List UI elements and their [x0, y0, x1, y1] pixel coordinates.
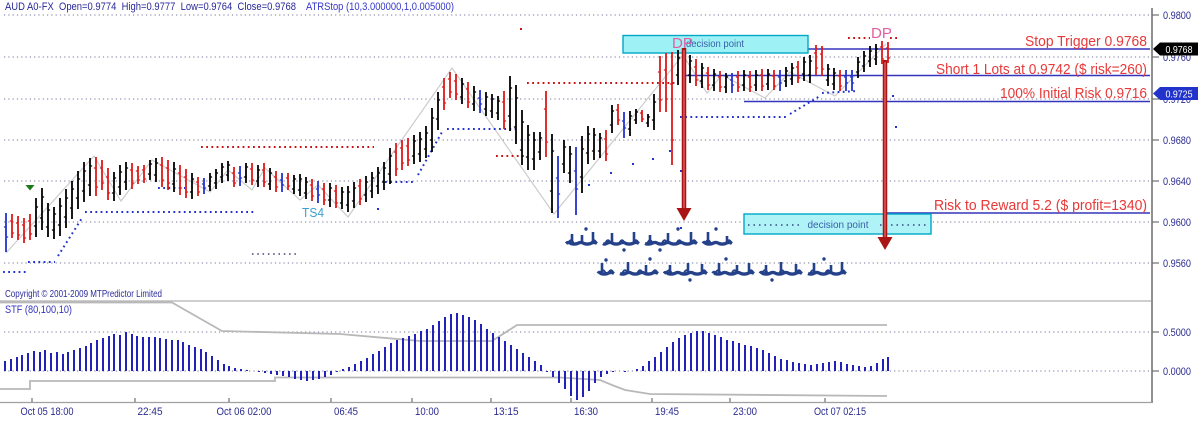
svg-text:STF (80,100,10): STF (80,100,10) [5, 304, 72, 316]
svg-text:22:45: 22:45 [138, 406, 163, 418]
svg-text:ATRStop (10,3.000000,1,0.00500: ATRStop (10,3.000000,1,0.005000) [306, 1, 454, 13]
svg-text:Oct 07 02:15: Oct 07 02:15 [814, 406, 866, 418]
svg-text:0.9768: 0.9768 [1166, 44, 1193, 56]
svg-text:19:45: 19:45 [655, 406, 679, 418]
svg-text:0.9800: 0.9800 [1163, 10, 1191, 22]
svg-text:16:30: 16:30 [574, 406, 598, 418]
svg-text:Copyright © 2001-2009 MTPredic: Copyright © 2001-2009 MTPredictor Limite… [5, 288, 162, 300]
svg-text:decision point: decision point [808, 219, 869, 231]
svg-text:0.9560: 0.9560 [1163, 258, 1191, 270]
svg-text:0.0000: 0.0000 [1163, 366, 1191, 378]
svg-text:Stop Trigger 0.9768: Stop Trigger 0.9768 [1025, 34, 1147, 50]
svg-text:TS4: TS4 [302, 206, 324, 220]
svg-text:0.9680: 0.9680 [1163, 135, 1191, 147]
svg-text:0.9640: 0.9640 [1163, 176, 1191, 188]
svg-text:10:00: 10:00 [415, 406, 439, 418]
svg-text:Oct 05 18:00: Oct 05 18:00 [21, 406, 74, 418]
svg-text:100% Initial Risk 0.9716: 100% Initial Risk 0.9716 [1000, 86, 1147, 102]
svg-text:Oct 06 02:00: Oct 06 02:00 [217, 406, 272, 418]
svg-text:DP: DP [871, 26, 892, 42]
svg-text:DP: DP [672, 36, 693, 52]
svg-text:0.9725: 0.9725 [1166, 89, 1193, 101]
svg-text:decision point: decision point [686, 38, 744, 50]
svg-text:0.5000: 0.5000 [1163, 327, 1191, 339]
svg-text:0.9600: 0.9600 [1163, 217, 1191, 229]
svg-text:Risk to Reward 5.2 ($ profit=1: Risk to Reward 5.2 ($ profit=1340) [934, 198, 1147, 214]
svg-text:06:45: 06:45 [334, 406, 358, 418]
svg-text:13:15: 13:15 [494, 406, 519, 418]
svg-text:AUD A0-FX Open=0.9774 High=0: AUD A0-FX Open=0.9774 High=0.9777 Low=0.… [5, 1, 296, 13]
svg-text:23:00: 23:00 [733, 406, 757, 418]
svg-text:Short 1 Lots at 0.9742 ($ risk: Short 1 Lots at 0.9742 ($ risk=260) [936, 62, 1147, 78]
